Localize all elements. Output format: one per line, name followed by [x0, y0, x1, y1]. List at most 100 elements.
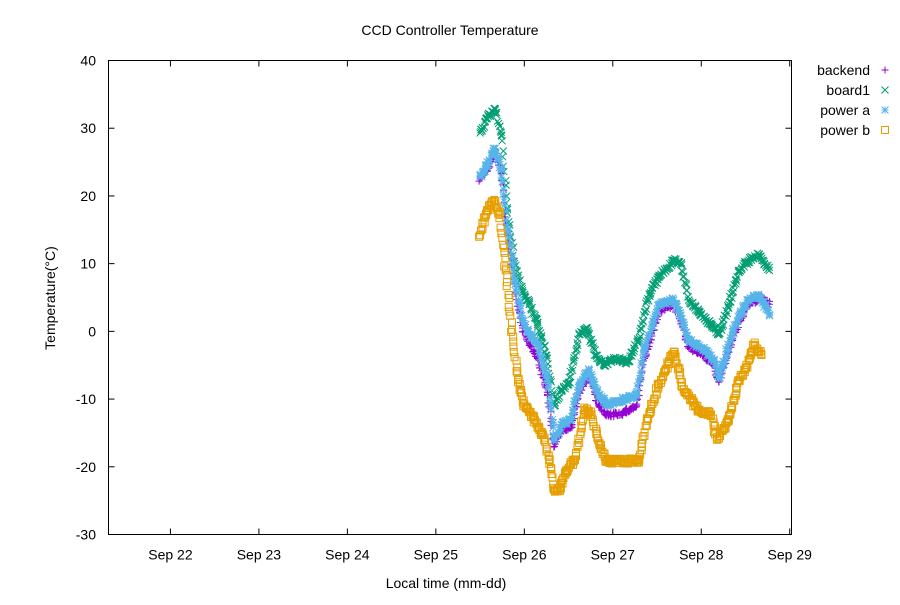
data-point: [495, 210, 504, 219]
data-marker: [712, 360, 721, 369]
data-marker: [588, 372, 596, 381]
y-axis-label: Temperature(°C): [42, 246, 58, 350]
data-marker: [500, 195, 508, 204]
data-point: [476, 231, 485, 240]
data-marker: [494, 209, 503, 218]
data-marker: [645, 331, 654, 340]
data-marker: [660, 368, 669, 377]
data-point: [530, 415, 539, 424]
data-marker: [557, 478, 566, 487]
data-marker: [548, 415, 557, 424]
data-marker: [554, 394, 563, 403]
data-point: [765, 266, 774, 275]
data-marker: [540, 364, 549, 373]
data-point: [490, 195, 499, 204]
data-marker: [762, 301, 770, 310]
data-point: [518, 315, 527, 324]
data-marker: [751, 345, 760, 354]
data-point: [545, 456, 554, 465]
data-point: [483, 206, 492, 215]
data-marker: [589, 377, 598, 386]
data-marker: [512, 367, 521, 376]
data-marker: [570, 353, 578, 362]
data-marker: [584, 368, 593, 377]
data-marker: [756, 252, 765, 260]
data-marker: [741, 364, 750, 373]
data-marker: [567, 363, 576, 372]
data-marker: [649, 322, 657, 331]
data-point: [745, 256, 753, 265]
series-power-b: [475, 195, 766, 496]
data-point: [645, 290, 653, 298]
data-marker: [704, 410, 713, 419]
data-marker: [683, 331, 691, 340]
data-marker: [584, 328, 593, 337]
data-marker: [546, 397, 554, 406]
data-point: [677, 311, 685, 319]
x-tick-label: Sep 22: [148, 547, 193, 563]
data-marker: [509, 271, 518, 279]
data-point: [476, 129, 484, 137]
legend-label: backend: [817, 62, 870, 78]
data-marker: [630, 394, 639, 402]
data-marker: [639, 354, 647, 363]
data-marker: [501, 254, 510, 263]
data-marker: [503, 222, 511, 230]
data-marker: [478, 223, 487, 232]
data-point: [555, 485, 564, 494]
data-point: [497, 166, 506, 175]
data-marker: [571, 448, 580, 457]
data-marker: [742, 360, 751, 369]
data-marker: [688, 395, 697, 404]
data-marker: [722, 312, 730, 321]
data-marker: [569, 457, 578, 466]
y-tick-label: 20: [80, 188, 96, 204]
data-marker: [544, 383, 553, 392]
data-point: [685, 336, 693, 345]
data-point: [483, 114, 492, 122]
data-marker: [509, 342, 518, 351]
data-marker: [492, 205, 501, 214]
data-marker: [556, 484, 565, 493]
data-point: [735, 311, 744, 319]
data-marker: [502, 282, 511, 291]
data-point: [570, 456, 579, 465]
data-point: [619, 409, 627, 417]
data-point: [476, 171, 484, 180]
data-marker: [720, 357, 728, 366]
data-marker: [500, 201, 509, 209]
data-marker: [537, 334, 546, 343]
data-marker: [493, 117, 502, 126]
data-marker: [642, 297, 651, 305]
data-marker: [509, 332, 518, 341]
data-marker: [502, 207, 511, 216]
data-marker: [642, 338, 651, 346]
data-marker: [671, 355, 680, 364]
data-point: [610, 354, 619, 363]
data-marker: [525, 298, 534, 307]
data-marker: [569, 356, 578, 365]
data-marker: [542, 447, 551, 456]
legend: backend board1 power a power b: [817, 62, 889, 138]
data-point: [619, 395, 628, 403]
data-marker: [636, 374, 644, 383]
data-marker: [556, 425, 565, 434]
legend-label: power a: [820, 102, 870, 118]
data-marker: [571, 451, 580, 460]
data-marker: [535, 425, 544, 434]
plot-border: [108, 60, 792, 535]
legend-marker-square-icon: [881, 126, 889, 134]
data-marker: [485, 156, 494, 165]
data-marker: [573, 341, 582, 350]
data-marker: [637, 446, 646, 455]
data-marker: [606, 401, 615, 410]
data-marker: [506, 242, 514, 250]
data-marker: [668, 294, 677, 302]
data-marker: [499, 240, 508, 249]
data-marker: [515, 298, 523, 307]
data-marker: [499, 185, 508, 194]
data-marker: [509, 337, 518, 346]
data-point: [550, 442, 558, 450]
data-marker: [728, 332, 737, 341]
data-point: [735, 376, 744, 385]
